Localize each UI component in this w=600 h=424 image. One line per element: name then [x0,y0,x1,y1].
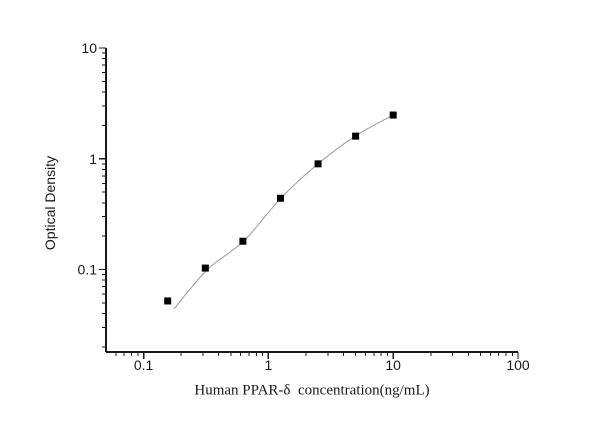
fitted-curve-line [173,114,394,310]
y-tick-label: 0.1 [78,262,98,278]
standard-point-marker [389,111,397,119]
y-ticks [99,47,106,348]
standard-point-marker [164,297,172,305]
y-tick-label: 10 [81,40,97,56]
standard-point-marker [239,237,247,245]
x-axis-title: Human PPAR-δ concentration(ng/mL) [194,382,430,399]
standard-point-marker [276,194,284,202]
x-tick-label: 100 [506,357,530,373]
standard-point-marker [352,132,360,140]
y-axis-title: Optical Density [42,155,58,251]
standard-point-marker [201,264,209,272]
standard-point-marker [314,160,322,168]
x-ticks [115,352,519,359]
x-tick-label: 1 [264,357,272,373]
x-tick-label: 0.1 [134,357,154,373]
standard-points-group [164,111,397,305]
x-tick-label: 10 [385,357,401,373]
y-tick-label: 1 [89,151,97,167]
